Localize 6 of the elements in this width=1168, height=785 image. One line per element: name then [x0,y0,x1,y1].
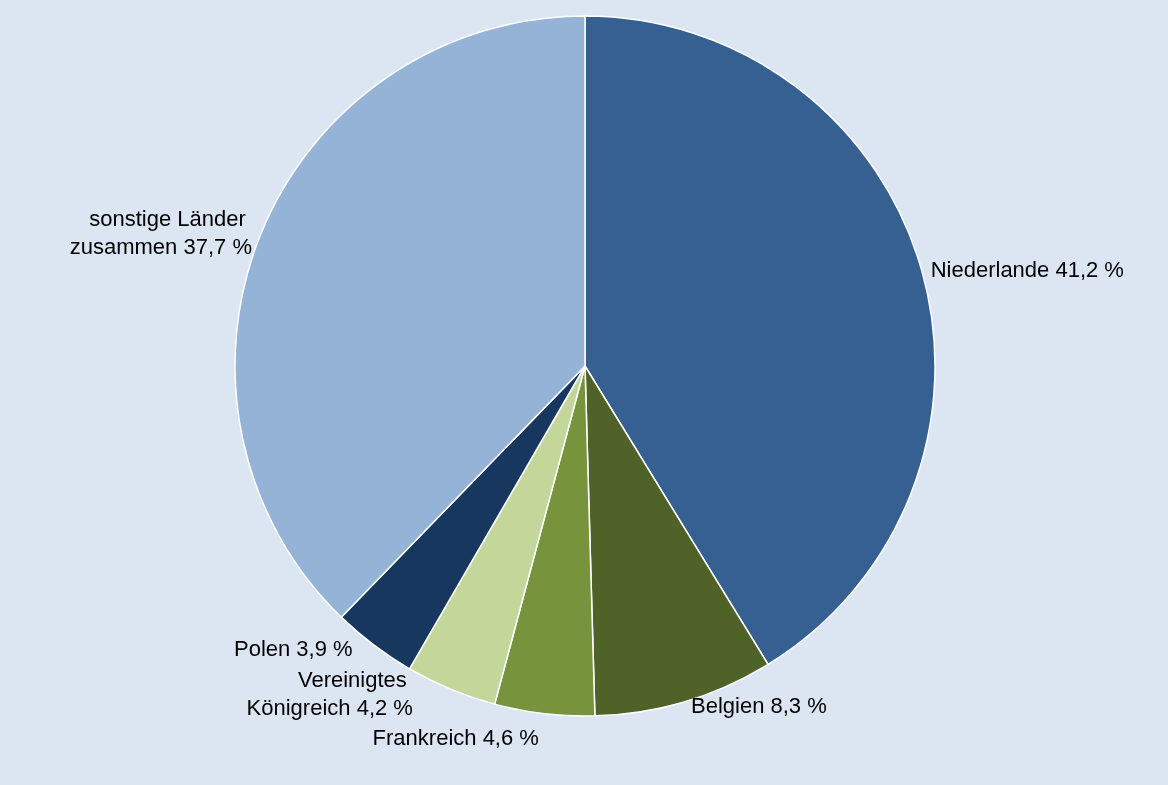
slice-label: Belgien 8,3 % [690,692,827,718]
slice-label: Niederlande 41,2 % [930,257,1124,283]
slice-label: Polen 3,9 % [233,635,353,661]
slice-label: Frankreich 4,6 % [372,724,539,750]
slice-label: Vereinigtes Königreich 4,2 % [246,666,413,720]
slice-label: sonstige Länder zusammen 37,7 % [69,206,252,260]
